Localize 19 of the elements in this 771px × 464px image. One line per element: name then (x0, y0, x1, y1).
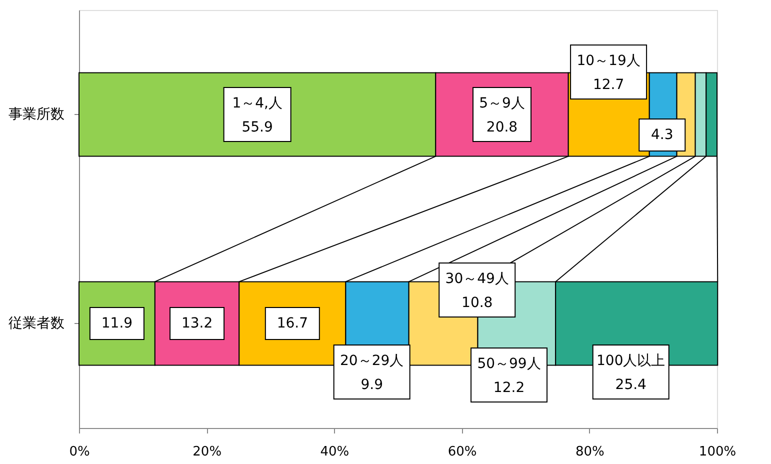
data-label: 13.2 (181, 316, 213, 332)
data-label: 16.7 (276, 316, 308, 332)
x-tick-label: 40% (320, 444, 350, 460)
x-tick-label: 0% (69, 444, 90, 460)
y-tick-label: 従業者数 (8, 316, 64, 332)
x-tick-label: 60% (448, 444, 477, 460)
data-label: 20～29人 9.9 (340, 353, 404, 393)
data-label: 10～19人 12.7 (576, 53, 640, 93)
data-label: 4.3 (651, 127, 674, 143)
x-tick-label: 80% (575, 444, 604, 460)
x-tick-label: 20% (192, 444, 222, 460)
data-label: 5～9人 20.8 (479, 96, 525, 136)
y-tick-label: 事業所数 (8, 106, 64, 122)
x-tick-label: 100% (698, 444, 736, 460)
data-label: 30～49人 10.8 (445, 271, 509, 311)
data-label: 11.9 (101, 316, 133, 332)
data-label: 50～99人 12.2 (477, 356, 541, 396)
data-label: 100人以上 25.4 (596, 353, 666, 393)
data-label: 1～4,人 55.9 (232, 96, 282, 136)
